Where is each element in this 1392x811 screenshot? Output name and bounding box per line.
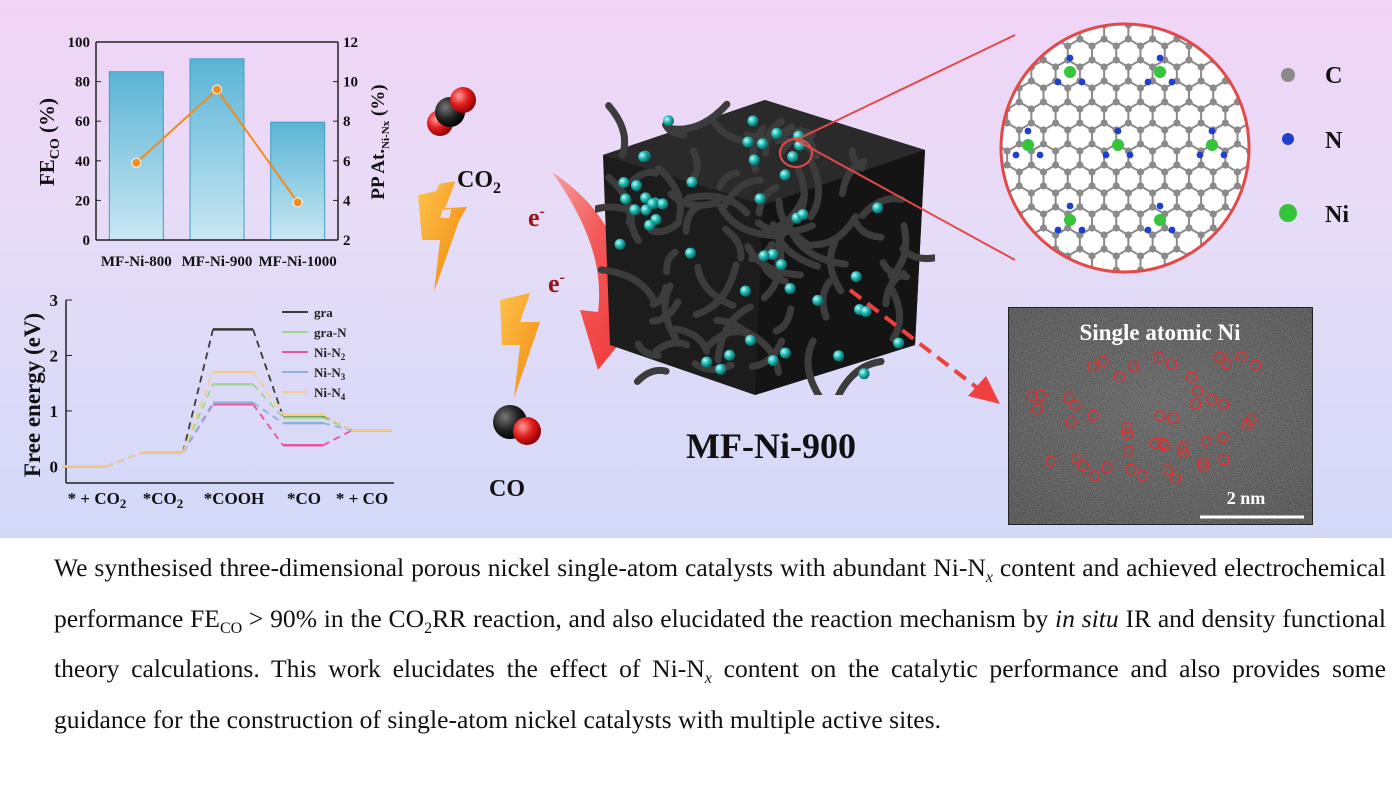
zoom-source-circle (779, 138, 813, 168)
nickel-atom-icon (1279, 204, 1297, 222)
bar-right-ticks: 2 4 6 8 10 12 (333, 35, 358, 249)
energy-ylabel: Free energy (eV) (20, 313, 45, 477)
bar-right-tick-label: 12 (343, 35, 358, 51)
bar-chart: 0 20 40 60 80 100 2 4 6 8 10 12 MF-Ni-800 MF-Ni-900… (35, 35, 392, 270)
co-label: CO (489, 476, 525, 502)
bar-right-tick-label: 4 (343, 193, 351, 209)
bar-right-tick-label: 2 (343, 233, 351, 249)
lightning-icon-top (418, 188, 460, 292)
electron-label-1: e- (528, 203, 545, 232)
energy-legend-label: gra (314, 305, 333, 320)
energy-connector (182, 329, 214, 453)
lightning-icon-bottom (500, 293, 540, 398)
carbon-atom-icon (1281, 68, 1295, 82)
energy-x-label: * + CO (336, 489, 388, 508)
energy-connector (322, 413, 353, 432)
energy-x-label: *CO (287, 489, 321, 508)
energy-x-label: *COOH (204, 489, 264, 508)
tem-image: Single atomic Ni 2 nm (1008, 307, 1313, 525)
pp-point-MF-Ni-800 (131, 157, 142, 168)
zoom-line-top (795, 34, 1016, 141)
energy-connector (322, 422, 353, 432)
energy-x-labels: * + CO2 *CO2 *COOH *CO * + CO (68, 489, 388, 511)
energy-y-tick-label: 0 (50, 457, 59, 476)
bar-left-tick-label: 100 (68, 35, 91, 51)
zoom-line-bottom (795, 139, 1016, 261)
pp-point-MF-Ni-1000 (292, 197, 303, 208)
energy-series-Ni-N3 (62, 401, 392, 468)
energy-connector (322, 429, 353, 447)
energy-y-tick-label: 1 (50, 402, 59, 421)
legend-nickel-label: Ni (1325, 202, 1349, 228)
porous-cube-icon (595, 100, 935, 395)
energy-series-Ni-N2 (62, 403, 392, 468)
legend-carbon-label: C (1325, 63, 1342, 89)
energy-connector (252, 383, 284, 419)
energy-y-tick-label: 2 (50, 346, 59, 365)
material-label: MF-Ni-900 (686, 426, 856, 466)
energy-legend-label: Ni-N2 (314, 345, 346, 362)
bar-right-tick-label: 10 (343, 75, 358, 91)
caption-text: We synthesised three-dimensional porous … (6, 548, 1386, 740)
co-molecule-icon (493, 405, 541, 445)
energy-legend-label: Ni-N3 (314, 365, 346, 382)
caption-paragraph: We synthesised three-dimensional porous … (54, 553, 1386, 734)
bar-MF-Ni-800 (108, 71, 164, 241)
energy-chart: 0 1 2 3 gra gra-N Ni-N2 Ni-N3 Ni-N4 * + CO2 *CO2… (20, 291, 394, 511)
energy-connector (252, 329, 284, 417)
energy-connector (252, 371, 284, 416)
bar-right-ylabel: PP At.Ni-Nx (%) (368, 84, 392, 199)
bar-MF-Ni-1000 (270, 121, 326, 241)
energy-connector (252, 403, 284, 446)
dashed-arrow-icon (848, 288, 1000, 404)
bar-category-label: MF-Ni-900 (182, 254, 253, 270)
bar-left-ticks: 0 20 40 60 80 100 (68, 35, 101, 249)
bar-left-ylabel: FECO (%) (35, 98, 63, 186)
tem-title: Single atomic Ni (1080, 320, 1242, 345)
energy-connector (182, 383, 214, 453)
pp-point-MF-Ni-900 (212, 84, 222, 95)
graphical-abstract: 0 20 40 60 80 100 2 4 6 8 10 12 MF-Ni-800 MF-Ni-900… (0, 0, 1392, 538)
lattice-zoom (779, 22, 1251, 274)
bar-right-tick-label: 6 (343, 154, 351, 170)
energy-connector (105, 451, 144, 468)
bar-left-tick-label: 0 (83, 233, 91, 249)
atom-legend: C N Ni (1279, 63, 1349, 228)
co2-label: CO2 (457, 167, 501, 197)
energy-connector (252, 401, 284, 424)
energy-y-ticks: 0 1 2 3 (50, 291, 72, 476)
bar-category-labels: MF-Ni-800 MF-Ni-900 MF-Ni-1000 (101, 254, 337, 270)
bar-left-tick-label: 80 (75, 75, 90, 91)
bar-left-tick-label: 60 (75, 114, 90, 130)
bar-left-tick-label: 20 (75, 193, 90, 209)
bar-category-label: MF-Ni-800 (101, 254, 172, 270)
legend-nitrogen-label: N (1325, 128, 1343, 154)
energy-connector (182, 402, 214, 453)
energy-y-tick-label: 3 (50, 291, 59, 310)
scale-bar-label: 2 nm (1227, 488, 1266, 508)
bar-left-tick-label: 40 (75, 154, 90, 170)
energy-connector (182, 371, 214, 453)
bar-category-label: MF-Ni-1000 (259, 254, 337, 270)
bar-right-tick-label: 8 (343, 114, 351, 130)
co2-molecule-icon (427, 87, 476, 136)
energy-legend-label: Ni-N4 (314, 385, 346, 402)
energy-series-Ni-N4 (62, 370, 392, 468)
nitrogen-atom-icon (1282, 133, 1294, 145)
bar-chart-plot (108, 58, 326, 241)
energy-profiles (62, 328, 392, 468)
energy-legend-label: gra-N (314, 325, 347, 340)
electron-label-2: e- (548, 269, 565, 298)
energy-legend: gra gra-N Ni-N2 Ni-N3 Ni-N4 (282, 305, 347, 402)
energy-x-label: * + CO2 (68, 489, 127, 511)
energy-x-label: *CO2 (143, 489, 184, 511)
